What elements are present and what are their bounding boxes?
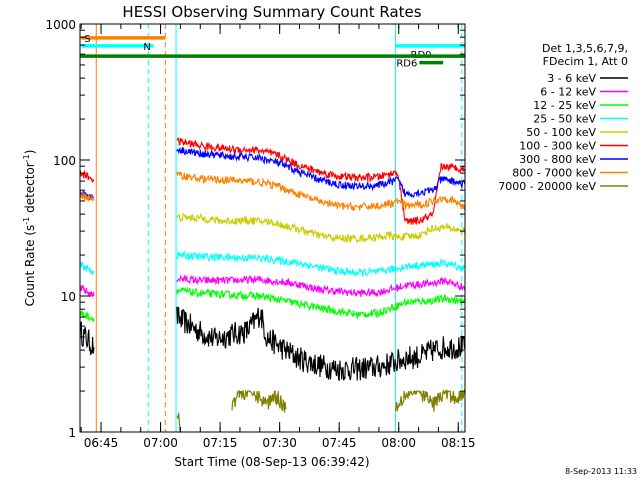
series-line-6-segment-1 bbox=[176, 147, 466, 198]
legend-label-3: 25 - 50 keV bbox=[533, 113, 596, 126]
axis-layer: 1 10 100 1000 06:45 07:00 07:15 07:30 07:45 08:00… bbox=[45, 18, 475, 450]
chart-title: HESSI Observing Summary Count Rates bbox=[122, 3, 421, 21]
y-tick-label: 100 bbox=[53, 154, 76, 168]
series-line-3-segment-0 bbox=[79, 261, 95, 276]
series-line-3-segment-1 bbox=[176, 250, 466, 278]
series-line-7-segment-1 bbox=[176, 171, 466, 211]
x-tick-label: 07:15 bbox=[203, 436, 238, 450]
legend-label-1: 6 - 12 keV bbox=[540, 86, 596, 99]
series-line-0-segment-1 bbox=[176, 306, 466, 382]
y-axis-label: Count Rate (s-1 detector-1) bbox=[22, 150, 37, 307]
plot-area: SNRD0RD6 bbox=[79, 24, 466, 433]
series-line-0-segment-0 bbox=[79, 321, 95, 356]
x-tick-label: 07:00 bbox=[143, 436, 178, 450]
legend-label-6: 300 - 800 keV bbox=[519, 153, 596, 166]
legend-label-7: 800 - 7000 keV bbox=[512, 167, 596, 180]
x-tick-label: 07:45 bbox=[322, 436, 357, 450]
legend-label-0: 3 - 6 keV bbox=[547, 72, 596, 85]
y-tick-label: 1000 bbox=[45, 18, 76, 32]
series-line-8-segment-2 bbox=[394, 388, 466, 412]
flag-label-rd6: RD6 bbox=[396, 59, 417, 70]
x-tick-label: 07:30 bbox=[262, 436, 297, 450]
series-line-1-segment-1 bbox=[176, 274, 466, 298]
series-line-7-segment-0 bbox=[79, 191, 95, 203]
creation-timestamp: 8-Sep-2013 11:33 bbox=[565, 467, 637, 476]
y-tick-label: 1 bbox=[68, 426, 76, 440]
x-tick-label: 08:15 bbox=[441, 436, 476, 450]
legend-label-4: 50 - 100 keV bbox=[526, 126, 596, 139]
legend-label-5: 100 - 300 keV bbox=[519, 140, 596, 153]
legend: Det 1,3,5,6,7,9, FDecim 1, Att 0 3 - 6 k… bbox=[498, 42, 628, 193]
legend-label-8: 7000 - 20000 keV bbox=[498, 180, 596, 193]
legend-header-decimation: FDecim 1, Att 0 bbox=[543, 55, 628, 68]
series-line-8-segment-1 bbox=[231, 389, 287, 413]
series-line-2-segment-1 bbox=[176, 286, 466, 320]
series-line-4-segment-0 bbox=[176, 212, 466, 244]
series-line-1-segment-0 bbox=[79, 284, 95, 298]
series-line-5-segment-1 bbox=[176, 137, 466, 225]
series-line-2-segment-0 bbox=[79, 309, 95, 323]
y-tick-label: 10 bbox=[61, 290, 76, 304]
x-tick-label: 06:45 bbox=[84, 436, 119, 450]
series-line-5-segment-0 bbox=[79, 169, 95, 184]
flag-label-s: S bbox=[84, 34, 90, 45]
plot-frame bbox=[79, 23, 466, 433]
x-axis-label: Start Time (08-Sep-13 06:39:42) bbox=[174, 455, 369, 469]
flag-label-n: N bbox=[143, 42, 150, 53]
legend-label-2: 12 - 25 keV bbox=[533, 99, 596, 112]
x-tick-label: 08:00 bbox=[381, 436, 416, 450]
legend-header-detectors: Det 1,3,5,6,7,9, bbox=[542, 42, 628, 55]
